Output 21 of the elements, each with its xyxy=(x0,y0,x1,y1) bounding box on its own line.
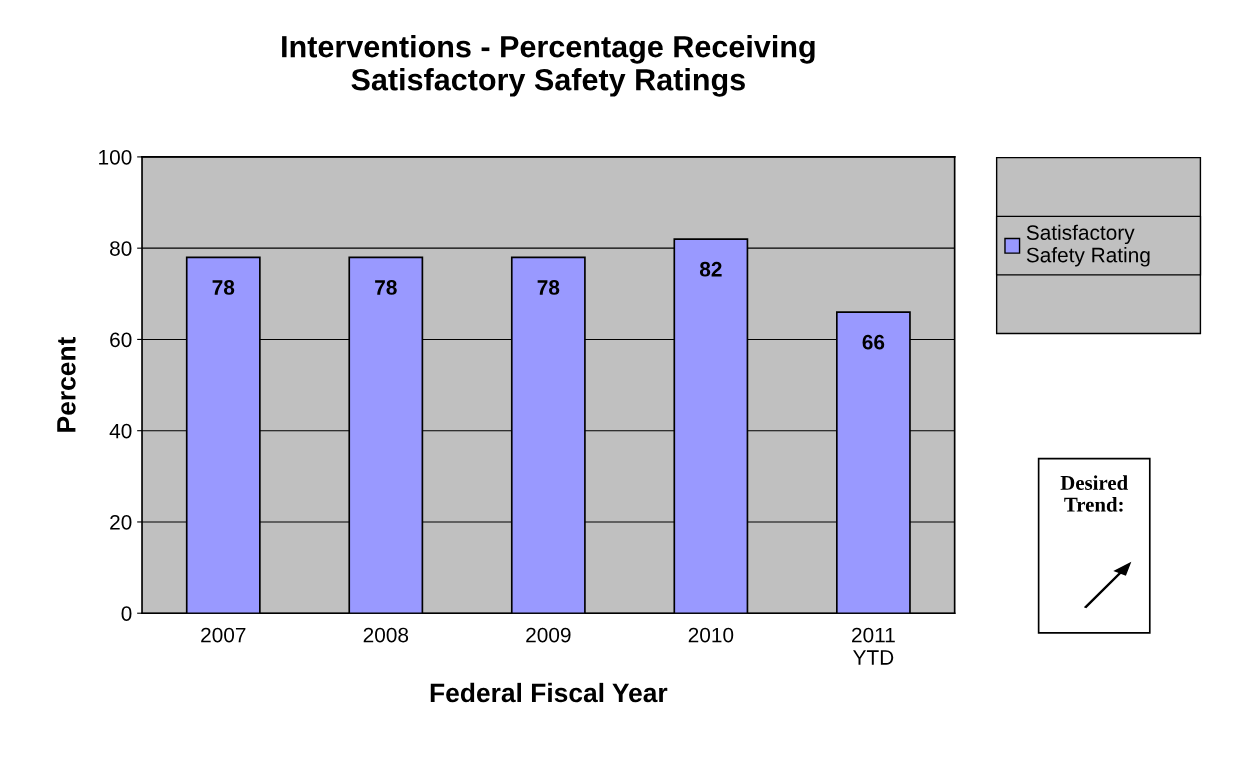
x-axis-title: Federal Fiscal Year xyxy=(430,682,668,703)
x-tick-label: 2011 YTD xyxy=(852,627,895,665)
legend-label: Satisfactory Safety Rating xyxy=(1026,224,1150,267)
x-tick-label: 2008 xyxy=(363,627,409,643)
y-tick-label: 80 xyxy=(110,241,132,256)
y-tick-label: 100 xyxy=(99,149,132,165)
x-tick-label: 2009 xyxy=(526,627,571,643)
x-tick-label: 2007 xyxy=(201,627,246,643)
data-label: 78 xyxy=(375,280,397,295)
data-label: 82 xyxy=(699,261,722,277)
y-tick-label: 0 xyxy=(121,606,132,621)
y-tick-label: 20 xyxy=(110,514,132,530)
y-tick-label: 60 xyxy=(110,332,132,348)
data-label: 78 xyxy=(212,280,235,295)
chart-title: Interventions - Percentage Receiving Satisfactory Safety Ratings xyxy=(282,35,815,97)
text: Desired Trend: xyxy=(1060,475,1128,512)
data-label: 78 xyxy=(537,280,560,295)
data-label: 66 xyxy=(862,334,885,350)
x-tick-label: 2010 xyxy=(688,627,734,643)
y-tick-label: 40 xyxy=(109,423,132,439)
y-axis-title: Percent xyxy=(57,336,76,432)
